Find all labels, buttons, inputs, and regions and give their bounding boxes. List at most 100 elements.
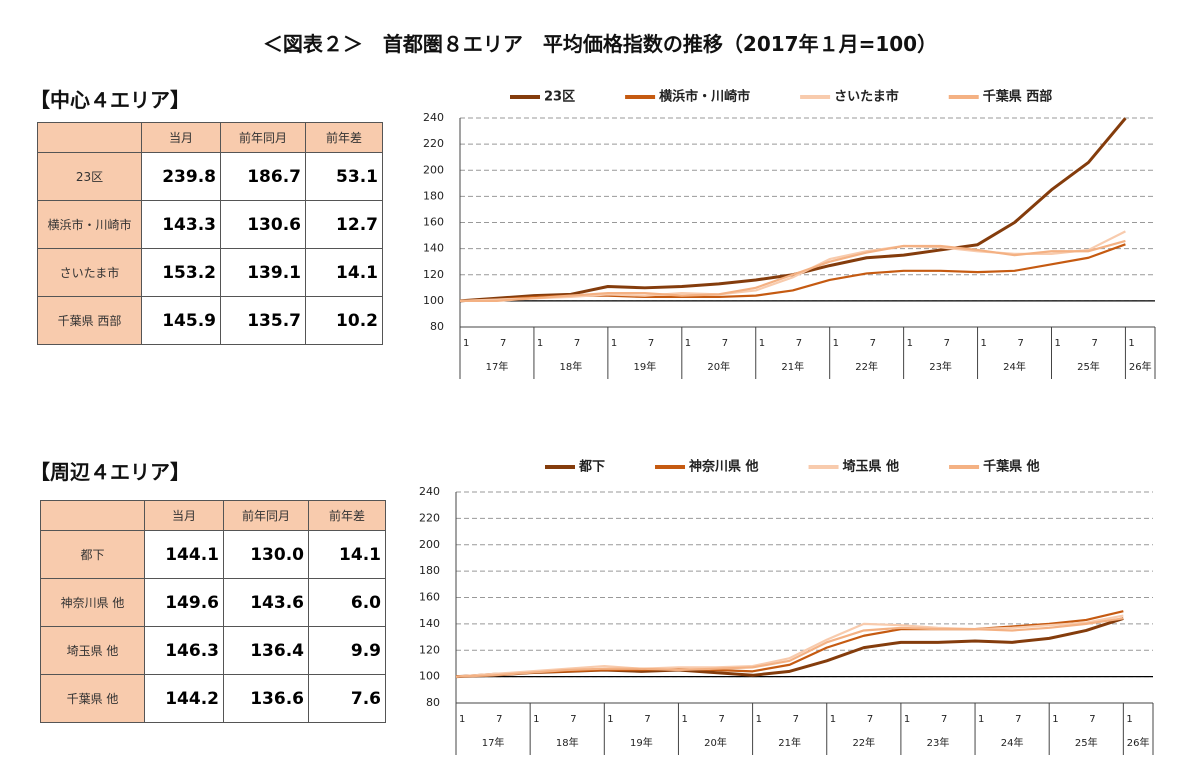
year-label: 20年 (704, 736, 727, 749)
cell-value: 153.2 (141, 248, 221, 297)
x-tick-label: 7 (574, 338, 580, 349)
x-tick-label: 1 (1126, 714, 1132, 725)
x-tick-label: 7 (796, 338, 802, 349)
x-tick-label: 1 (759, 338, 765, 349)
x-tick-label: 7 (722, 338, 728, 349)
cell-value: 136.6 (223, 674, 309, 723)
legend-label: 神奈川県 他 (689, 459, 759, 475)
year-label: 26年 (1127, 736, 1150, 749)
cell-value: 10.2 (305, 296, 383, 345)
year-label: 23年 (927, 736, 950, 749)
y-tick-label: 240 (419, 485, 440, 498)
series-line (459, 117, 1127, 303)
y-tick-label: 100 (423, 294, 444, 307)
header-cell (37, 122, 142, 153)
header-row: 当月 前年同月 前年差 (40, 500, 386, 531)
section-heading: 【周辺４エリア】 (30, 460, 190, 484)
x-tick-label: 1 (1054, 338, 1060, 349)
legend-label: 千葉県 他 (983, 459, 1040, 475)
x-tick-label: 1 (681, 714, 687, 725)
y-tick-label: 220 (423, 137, 444, 150)
table-row: 23区 239.8 186.7 53.1 (37, 152, 383, 201)
cell-value: 136.4 (223, 626, 309, 675)
x-tick-label: 1 (907, 338, 913, 349)
x-tick-label: 1 (830, 714, 836, 725)
x-tick-label: 7 (1091, 338, 1097, 349)
table-row: 埼玉県 他 146.3 136.4 9.9 (40, 626, 386, 675)
year-label: 21年 (781, 360, 804, 373)
cell-value: 12.7 (305, 200, 383, 249)
year-label: 24年 (1003, 360, 1026, 373)
cell-value: 9.9 (308, 626, 386, 675)
x-tick-label: 1 (537, 338, 543, 349)
data-table: 当月 前年同月 前年差 23区 239.8 186.7 53.1 横浜市・川崎市 143.3 13… (37, 122, 383, 345)
x-tick-label: 1 (533, 714, 539, 725)
page-title: ＜図表２＞ 首都圏８エリア 平均価格指数の推移（2017年１月=100） (262, 32, 938, 56)
cell-value: 139.1 (220, 248, 306, 297)
header-cell (40, 500, 145, 531)
x-tick-label: 1 (756, 714, 762, 725)
y-tick-label: 200 (423, 163, 444, 176)
year-label: 25年 (1077, 360, 1100, 373)
cell-value: 143.6 (223, 578, 309, 627)
cell-value: 14.1 (305, 248, 383, 297)
year-label: 25年 (1075, 736, 1098, 749)
row-label: 神奈川県 他 (40, 578, 145, 627)
cell-value: 186.7 (220, 152, 306, 201)
year-label: 18年 (556, 736, 579, 749)
table-row: 千葉県 他 144.2 136.6 7.6 (40, 674, 386, 723)
year-label: 26年 (1129, 360, 1152, 373)
y-tick-label: 180 (423, 189, 444, 202)
y-tick-label: 80 (430, 320, 444, 333)
x-tick-label: 1 (1128, 338, 1134, 349)
cell-value: 135.7 (220, 296, 306, 345)
year-label: 24年 (1001, 736, 1024, 749)
x-tick-label: 7 (644, 714, 650, 725)
year-label: 20年 (707, 360, 730, 373)
row-label: さいたま市 (37, 248, 142, 297)
year-label: 19年 (633, 360, 656, 373)
y-tick-label: 120 (423, 268, 444, 281)
y-tick-label: 240 (423, 111, 444, 124)
cell-value: 130.0 (223, 530, 309, 579)
legend-label: 横浜市・川崎市 (659, 89, 750, 105)
x-tick-label: 7 (1089, 714, 1095, 725)
x-tick-label: 1 (1052, 714, 1058, 725)
series-line (455, 614, 1124, 678)
year-label: 23年 (929, 360, 952, 373)
cell-value: 144.1 (144, 530, 224, 579)
row-label: 都下 (40, 530, 145, 579)
cell-value: 149.6 (144, 578, 224, 627)
y-tick-label: 80 (426, 696, 440, 709)
y-tick-label: 160 (419, 591, 440, 604)
legend-label: 都下 (578, 459, 605, 475)
year-label: 22年 (852, 736, 875, 749)
year-label: 19年 (630, 736, 653, 749)
y-tick-label: 220 (419, 511, 440, 524)
legend-label: 埼玉県 他 (843, 459, 900, 475)
series-line (460, 239, 1126, 302)
x-tick-label: 7 (719, 714, 725, 725)
x-tick-label: 7 (867, 714, 873, 725)
x-tick-label: 1 (459, 714, 465, 725)
cell-value: 239.8 (141, 152, 221, 201)
header-cell: 当月 (141, 122, 221, 153)
year-label: 22年 (855, 360, 878, 373)
x-tick-label: 7 (870, 338, 876, 349)
data-table: 当月 前年同月 前年差 都下 144.1 130.0 14.1 神奈川県 他 149.6 143.… (40, 500, 386, 723)
header-cell: 前年差 (305, 122, 383, 153)
series-line (455, 617, 1124, 678)
header-cell: 前年同月 (220, 122, 306, 153)
x-tick-label: 1 (607, 714, 613, 725)
cell-value: 146.3 (144, 626, 224, 675)
row-label: 埼玉県 他 (40, 626, 145, 675)
table-row: 都下 144.1 130.0 14.1 (40, 530, 386, 579)
header-cell: 前年差 (308, 500, 386, 531)
row-label: 千葉県 他 (40, 674, 145, 723)
x-tick-label: 7 (500, 338, 506, 349)
cell-value: 143.3 (141, 200, 221, 249)
y-tick-label: 160 (423, 216, 444, 229)
x-tick-label: 1 (463, 338, 469, 349)
